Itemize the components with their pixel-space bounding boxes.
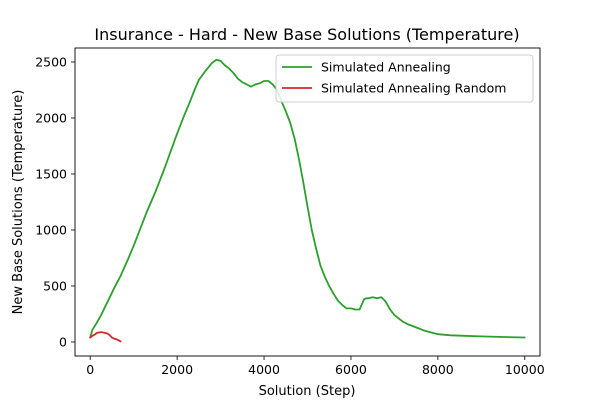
y-tick-label: 500	[43, 279, 67, 294]
y-axis: 0 500 1000 1500 2000 2500	[35, 55, 75, 350]
plot-area	[74, 47, 541, 357]
x-tick-label: 8000	[422, 362, 454, 377]
y-axis-title: New Base Solutions (Temperature)	[11, 90, 26, 315]
x-tick-label: 6000	[335, 362, 367, 377]
x-axis-title: Solution (Step)	[259, 384, 356, 399]
y-tick-label: 1000	[35, 223, 67, 238]
legend-label-simulated-annealing: Simulated Annealing	[321, 60, 451, 75]
y-tick-label: 2500	[35, 55, 67, 70]
legend: Simulated Annealing Simulated Annealing …	[275, 54, 534, 103]
x-tick-label: 0	[86, 362, 94, 377]
series-lines	[89, 58, 526, 343]
x-axis: 0 2000 4000 6000 8000 10000	[86, 356, 545, 377]
series-line-simulated-annealing	[89, 58, 526, 339]
y-tick-label: 2000	[35, 111, 67, 126]
series-line-simulated-annealing-random	[89, 331, 122, 343]
x-tick-label: 4000	[248, 362, 280, 377]
x-tick-label: 10000	[505, 362, 545, 377]
legend-box	[275, 54, 534, 103]
x-tick-label: 2000	[161, 362, 193, 377]
y-tick-label: 1500	[35, 167, 67, 182]
chart-title: Insurance - Hard - New Base Solutions (T…	[94, 25, 519, 44]
legend-label-simulated-annealing-random: Simulated Annealing Random	[321, 81, 506, 96]
y-tick-label: 0	[59, 335, 67, 350]
